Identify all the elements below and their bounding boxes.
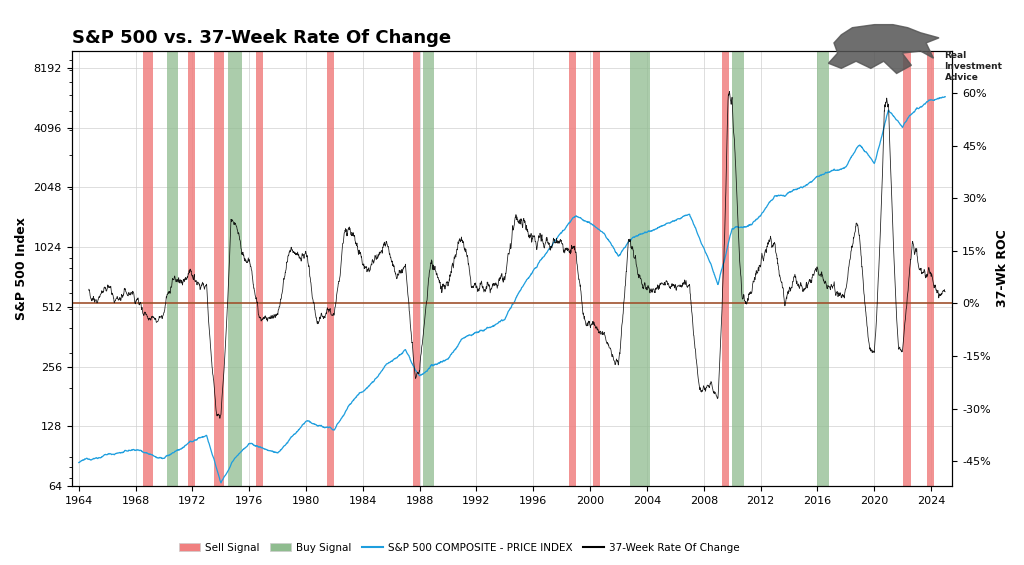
Bar: [630, 51, 650, 486]
Bar: [413, 51, 420, 486]
Bar: [142, 51, 153, 486]
Bar: [817, 51, 828, 486]
Bar: [167, 51, 178, 486]
Y-axis label: S&P 500 Index: S&P 500 Index: [15, 217, 28, 320]
Text: Real
Investment
Advice: Real Investment Advice: [944, 51, 1002, 82]
Bar: [927, 51, 934, 486]
Polygon shape: [828, 25, 939, 73]
Legend: Sell Signal, Buy Signal, S&P 500 COMPOSITE - PRICE INDEX, 37-Week Rate Of Change: Sell Signal, Buy Signal, S&P 500 COMPOSI…: [175, 538, 743, 557]
Bar: [593, 51, 600, 486]
Bar: [256, 51, 263, 486]
Bar: [328, 51, 335, 486]
Bar: [188, 51, 196, 486]
Bar: [228, 51, 242, 486]
Bar: [214, 51, 223, 486]
Y-axis label: 37-Wk ROC: 37-Wk ROC: [996, 229, 1010, 307]
Bar: [732, 51, 743, 486]
Bar: [423, 51, 434, 486]
Bar: [902, 51, 911, 486]
Text: S&P 500 vs. 37-Week Rate Of Change: S&P 500 vs. 37-Week Rate Of Change: [72, 28, 451, 46]
Bar: [722, 51, 729, 486]
Bar: [568, 51, 575, 486]
